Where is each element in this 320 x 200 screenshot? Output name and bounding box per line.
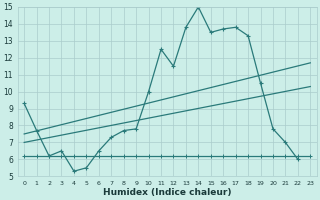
X-axis label: Humidex (Indice chaleur): Humidex (Indice chaleur) (103, 188, 231, 197)
